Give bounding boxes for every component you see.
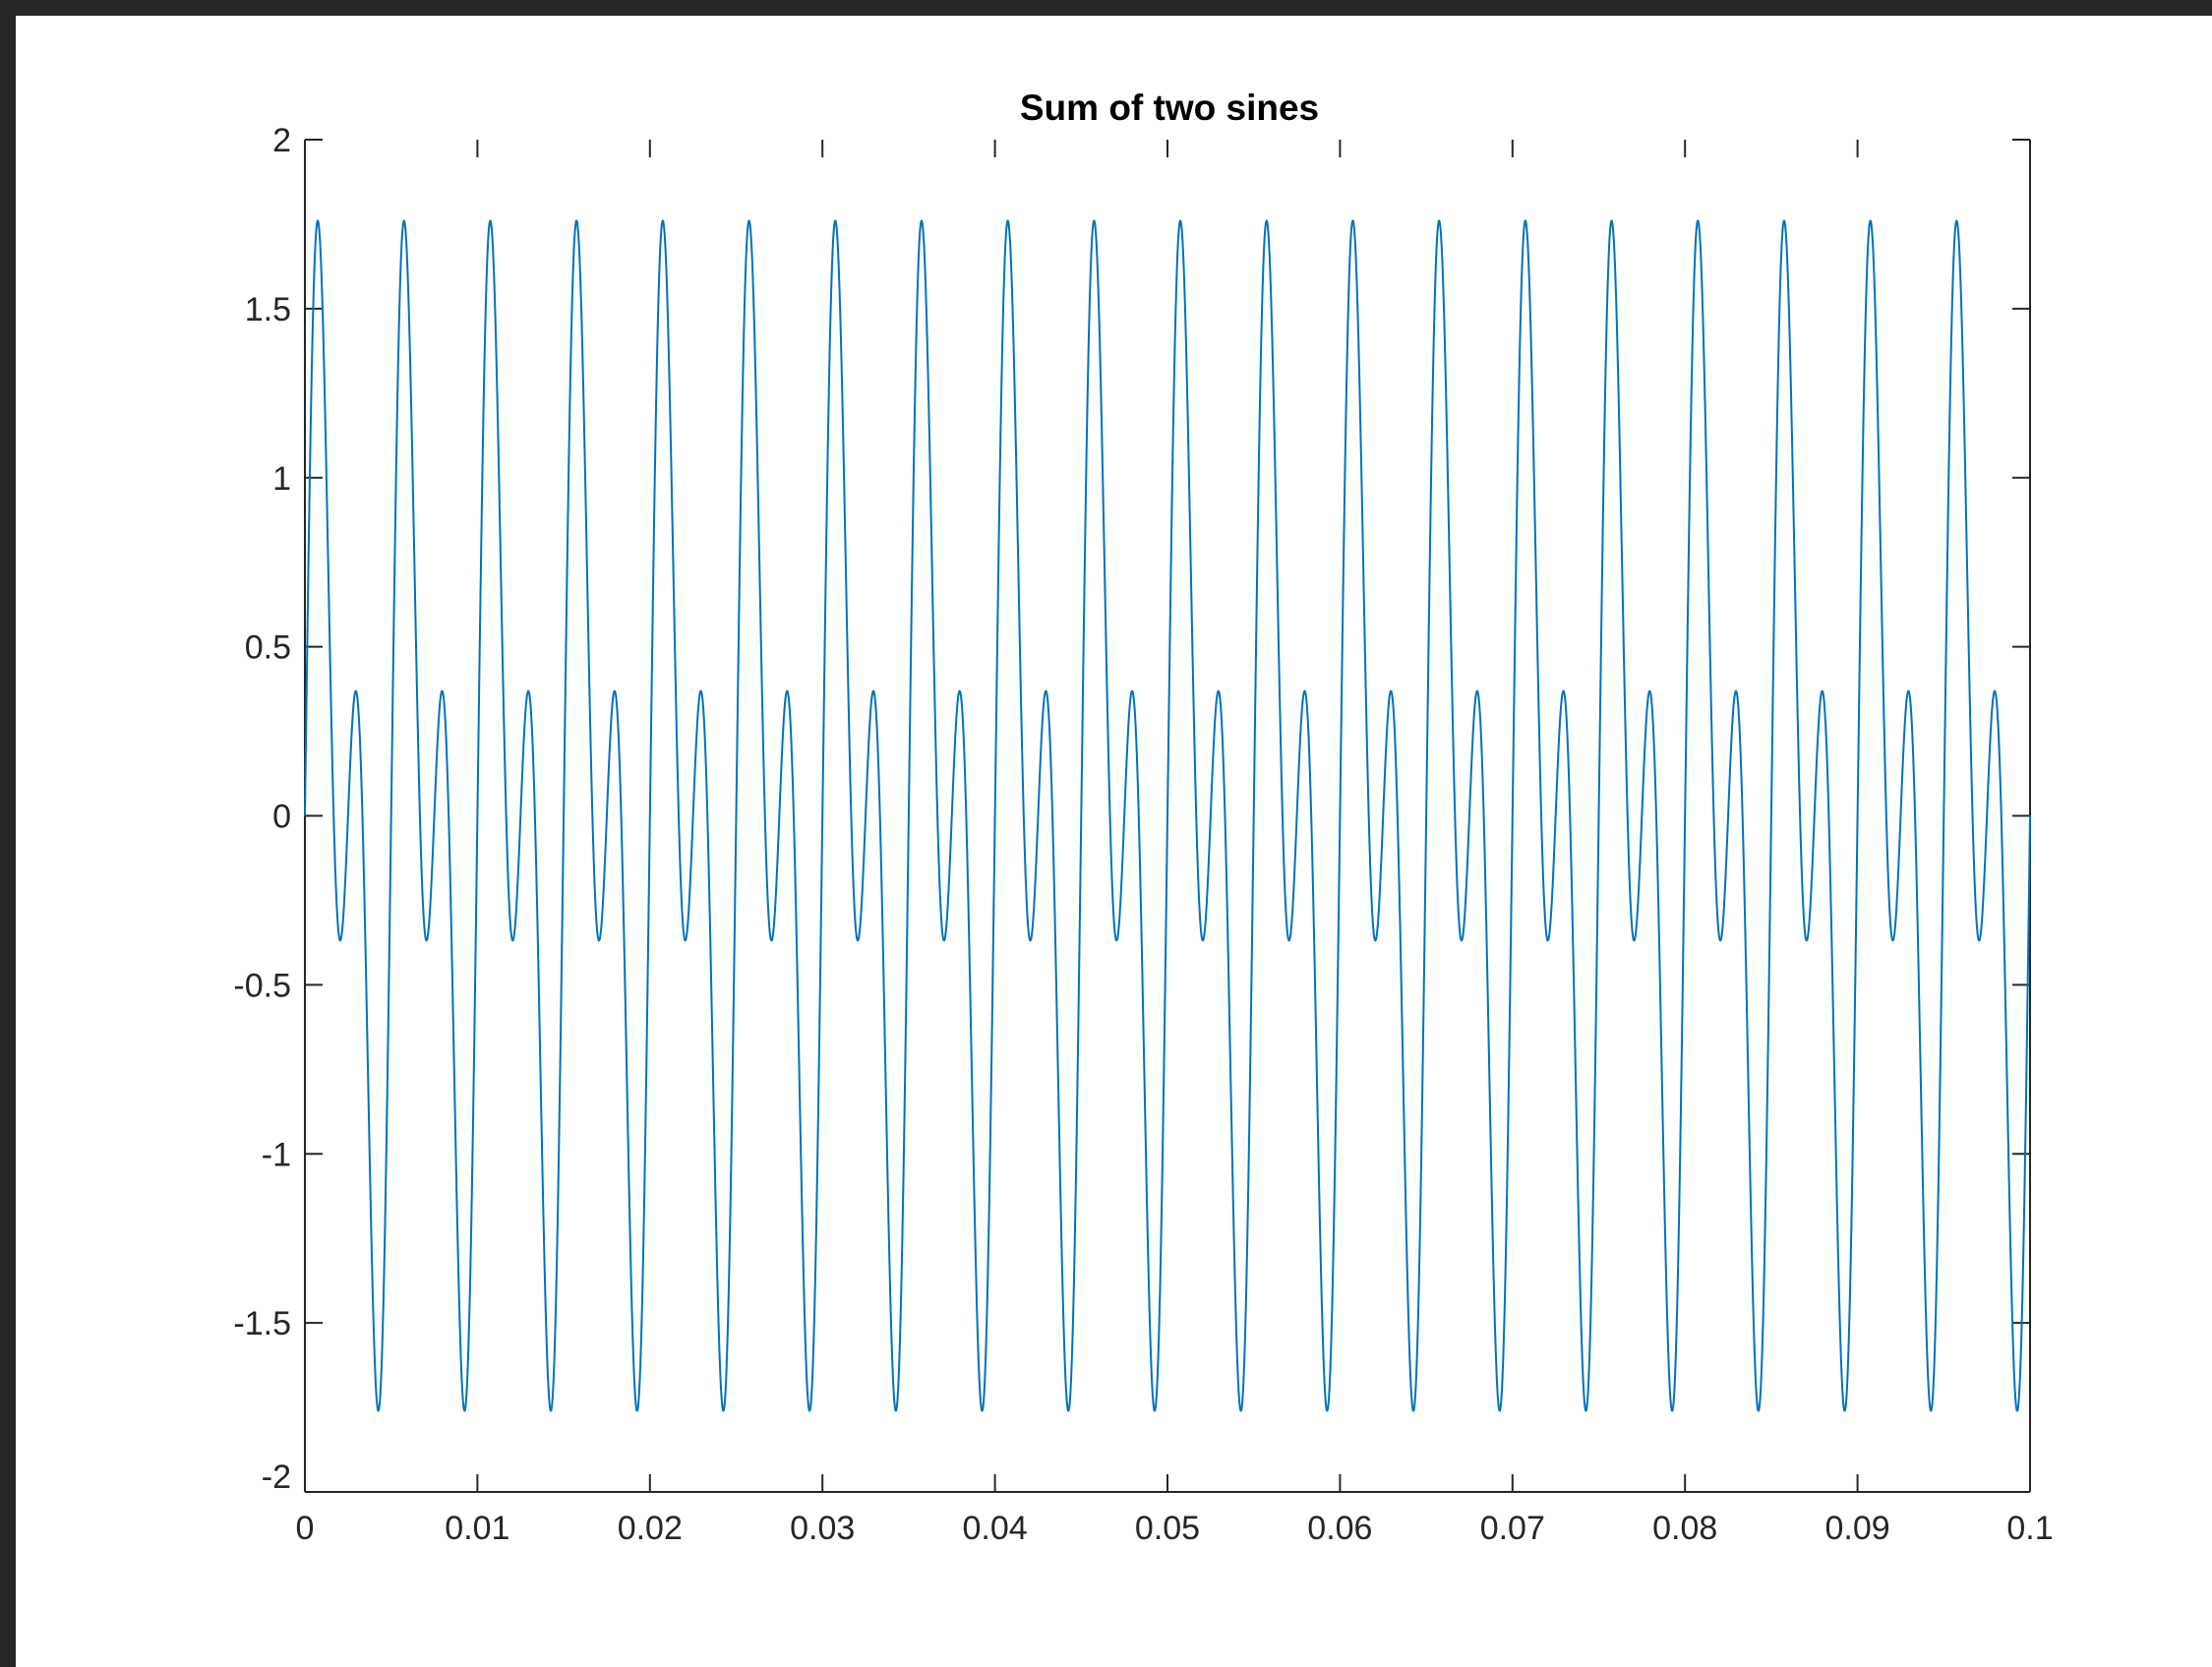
y-tick-label: -1.5: [233, 1305, 291, 1342]
x-tick-label: 0.07: [1480, 1510, 1545, 1547]
chart-title: Sum of two sines: [1020, 88, 1319, 128]
y-tick-label: 1: [272, 460, 291, 498]
y-tick-label: 0: [272, 799, 291, 836]
x-tick-label: 0.1: [2006, 1510, 2053, 1547]
x-tick-label: 0.06: [1307, 1510, 1372, 1547]
y-tick-label: 0.5: [245, 629, 291, 667]
x-tick-label: 0.05: [1135, 1510, 1200, 1547]
chart: Sum of two sines 0 0.01 0.02 0.03 0.04 0.05 0.…: [233, 88, 2054, 1547]
y-tick-label: 1.5: [245, 291, 291, 328]
x-tick-label: 0: [296, 1510, 315, 1547]
x-tick-labels: 0 0.01 0.02 0.03 0.04 0.05 0.06 0.07 0.08 0.09 0.1: [296, 1510, 2054, 1547]
x-tick-label: 0.01: [445, 1510, 509, 1547]
x-tick-label: 0.04: [963, 1510, 1028, 1547]
plot-area: [304, 219, 2031, 1412]
y-tick-labels: -2 -1.5 -1 -0.5 0 0.5 1 1.5 2: [233, 122, 291, 1496]
y-tick-label: -1: [262, 1136, 291, 1173]
axis-ticks: [304, 139, 2031, 1493]
x-tick-label: 0.08: [1652, 1510, 1717, 1547]
series-line: [304, 219, 2031, 1412]
x-tick-label: 0.03: [790, 1510, 855, 1547]
figure-window: Sum of two sines 0 0.01 0.02 0.03 0.04 0.05 0.…: [16, 16, 2212, 1667]
x-tick-label: 0.02: [618, 1510, 683, 1547]
y-tick-label: -0.5: [233, 967, 291, 1004]
x-tick-label: 0.09: [1825, 1510, 1890, 1547]
y-tick-label: 2: [272, 122, 291, 159]
y-tick-label: -2: [262, 1459, 291, 1496]
